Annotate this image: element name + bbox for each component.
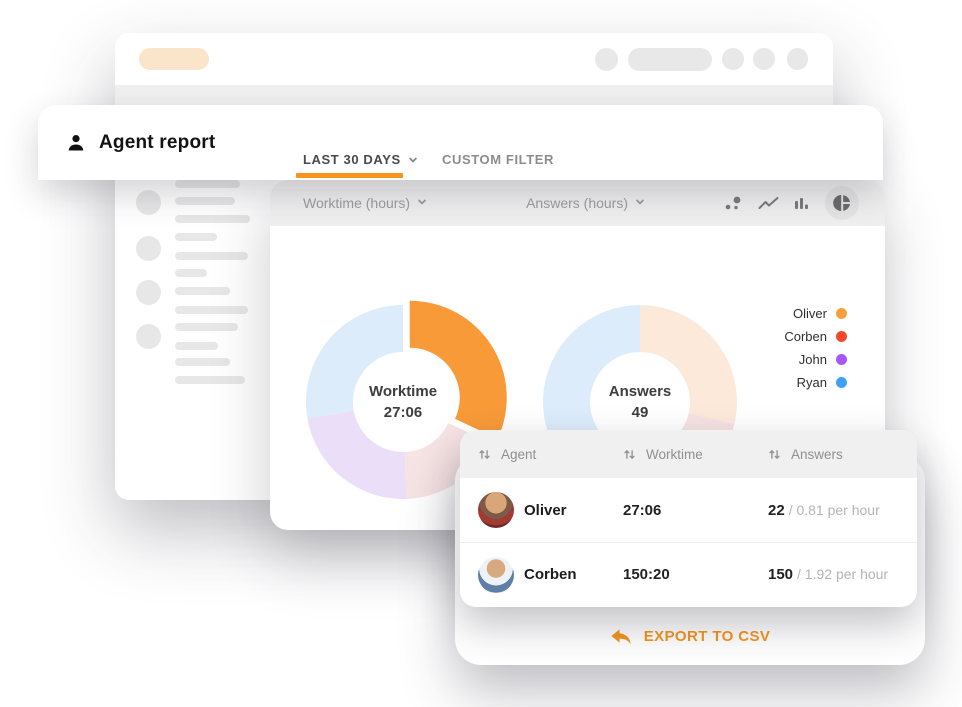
agent-cell: Oliver: [478, 492, 623, 528]
agents-table: Agent Worktime Answers Oliver 27:06 22/ …: [460, 430, 917, 607]
legend-item-ryan[interactable]: Ryan: [784, 374, 847, 390]
chevron-down-icon: [635, 195, 645, 205]
tab-label: LAST 30 DAYS: [303, 152, 401, 167]
skeleton-bar: [175, 269, 207, 277]
sort-agent-header[interactable]: Agent: [478, 447, 623, 462]
bar-chart-icon[interactable]: [794, 195, 810, 211]
tab-label: CUSTOM FILTER: [442, 152, 555, 167]
worktime-value: 150:20: [623, 566, 670, 583]
skeleton-bar: [175, 323, 238, 331]
skeleton-bar: [175, 358, 230, 366]
column-label-worktime: Worktime: [646, 446, 703, 462]
answers-rate: / 1.92 per hour: [797, 566, 889, 582]
legend-dot: [836, 376, 847, 388]
answers-count: 22: [768, 501, 785, 519]
avatar: [478, 492, 514, 528]
chevron-down-icon: [417, 195, 427, 205]
toolbar-placeholder-circle: [753, 48, 775, 70]
skeleton-bar: [175, 233, 217, 241]
agent-cell: Corben: [478, 556, 623, 593]
agent-name: Oliver: [524, 501, 567, 519]
column-label-answers: Answers: [791, 446, 843, 462]
donut-slice-john[interactable]: [307, 410, 407, 499]
skeleton-bar: [175, 180, 240, 188]
line-chart-icon[interactable]: [758, 195, 779, 211]
answers-metric-dropdown[interactable]: Answers (hours): [526, 195, 645, 211]
sort-icon: [624, 449, 635, 459]
toolbar-placeholder-circle: [787, 48, 808, 70]
avatar: [478, 556, 514, 593]
skeleton-avatar: [136, 190, 161, 215]
chart-type-switcher: [723, 180, 859, 226]
legend-label: Corben: [784, 328, 827, 344]
worktime-value: 27:06: [623, 501, 662, 519]
skeleton-avatar: [136, 236, 161, 261]
legend-dot: [836, 307, 847, 319]
export-to-csv-button[interactable]: EXPORT TO CSV: [455, 607, 925, 665]
legend-item-corben[interactable]: Corben: [784, 328, 847, 344]
pie-chart-icon-selected[interactable]: [825, 186, 859, 220]
chevron-down-icon: [408, 153, 417, 163]
donut-slice-ryan[interactable]: [305, 305, 403, 419]
skeleton-bar: [175, 197, 235, 205]
skeleton-bar: [175, 376, 245, 384]
table-row[interactable]: Oliver 27:06 22/ 0.81 per hour: [460, 478, 917, 542]
legend-dot: [836, 330, 847, 342]
toolbar-placeholder-circle: [722, 48, 744, 70]
browser-topbar: [115, 33, 833, 85]
table-header: Agent Worktime Answers: [460, 430, 917, 478]
skeleton-bar: [175, 287, 230, 295]
tab-last-30-days[interactable]: LAST 30 DAYS: [303, 152, 417, 167]
logo-placeholder: [139, 48, 209, 70]
donut-slice-ryan[interactable]: [543, 305, 640, 455]
legend-dot: [836, 353, 847, 365]
answers-count: 150: [768, 566, 794, 583]
skeleton-bar: [175, 306, 248, 314]
agent-name: Corben: [524, 566, 577, 583]
legend-item-john[interactable]: John: [784, 351, 847, 367]
sort-worktime-header[interactable]: Worktime: [623, 447, 768, 462]
chart-legend: Oliver Corben John Ryan: [784, 305, 847, 390]
skeleton-avatar: [136, 280, 161, 305]
donut-slice-oliver[interactable]: [640, 305, 737, 424]
answers-value: 22/ 0.81 per hour: [768, 502, 899, 519]
export-label: EXPORT TO CSV: [643, 627, 771, 645]
skeleton-avatar: [136, 324, 161, 349]
report-header-card: Agent report LAST 30 DAYS CUSTOM FILTER: [38, 105, 883, 180]
worktime-metric-label: Worktime (hours): [303, 195, 411, 211]
scatter-chart-icon[interactable]: [723, 194, 743, 212]
toolbar-placeholder-circle: [595, 48, 618, 71]
report-title: Agent report: [66, 105, 215, 180]
sort-answers-header[interactable]: Answers: [768, 447, 899, 462]
donut-slice-oliver[interactable]: [409, 300, 507, 439]
sort-icon: [479, 449, 490, 459]
column-label-agent: Agent: [501, 446, 537, 462]
chart-toolbar: Worktime (hours) Answers (hours): [270, 180, 885, 226]
person-icon: [68, 134, 84, 150]
page-header-placeholder: [115, 85, 833, 105]
page-title: Agent report: [99, 131, 216, 153]
skeleton-bar: [175, 252, 248, 260]
legend-label: Ryan: [796, 374, 827, 390]
active-tab-underline: [296, 173, 403, 178]
legend-label: John: [798, 351, 827, 367]
worktime-metric-dropdown[interactable]: Worktime (hours): [303, 195, 427, 211]
tab-custom-filter[interactable]: CUSTOM FILTER: [442, 152, 554, 167]
answers-rate: / 0.81 per hour: [788, 501, 880, 518]
answers-value: 150/ 1.92 per hour: [768, 566, 899, 583]
legend-label: Oliver: [793, 305, 827, 321]
toolbar-placeholder-pill: [628, 48, 712, 71]
export-arrow-icon: [611, 629, 631, 644]
skeleton-bar: [175, 342, 218, 350]
table-row[interactable]: Corben 150:20 150/ 1.92 per hour: [460, 542, 917, 606]
sort-icon: [769, 449, 780, 459]
legend-item-oliver[interactable]: Oliver: [784, 305, 847, 321]
skeleton-bar: [175, 215, 250, 223]
answers-metric-label: Answers (hours): [526, 195, 629, 211]
